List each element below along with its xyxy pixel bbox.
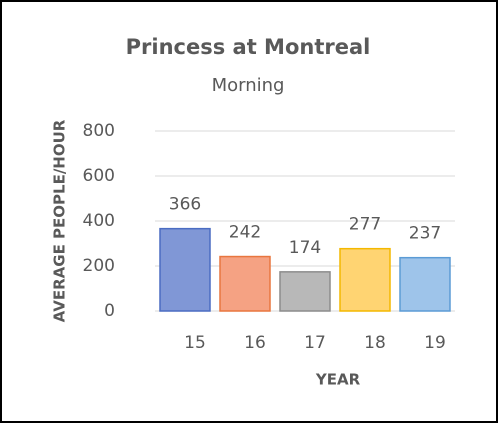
data-label: 237 [409, 224, 441, 244]
x-tick-label: 18 [364, 333, 386, 353]
bar [279, 271, 331, 312]
y-tick-label: 200 [83, 256, 115, 276]
y-tick-label: 0 [104, 301, 115, 321]
bar [339, 247, 391, 312]
bar [219, 255, 271, 312]
x-tick-label: 15 [184, 333, 206, 353]
y-tick-label: 800 [83, 121, 115, 141]
data-label: 174 [289, 238, 321, 258]
data-label: 277 [349, 215, 381, 235]
data-label: 242 [229, 223, 261, 243]
x-axis-title: YEAR [315, 371, 361, 389]
bar [399, 256, 451, 312]
x-tick-label: 19 [424, 333, 446, 353]
x-tick-label: 16 [244, 333, 266, 353]
y-tick-label: 600 [83, 166, 115, 186]
bar [159, 227, 211, 312]
y-tick-label: 400 [83, 211, 115, 231]
chart-subtitle: Morning [212, 75, 285, 96]
data-label: 366 [169, 195, 201, 215]
x-tick-label: 17 [304, 333, 326, 353]
y-axis-title: AVERAGE PEOPLE/HOUR [51, 119, 69, 322]
chart-title: Princess at Montreal [126, 35, 371, 59]
